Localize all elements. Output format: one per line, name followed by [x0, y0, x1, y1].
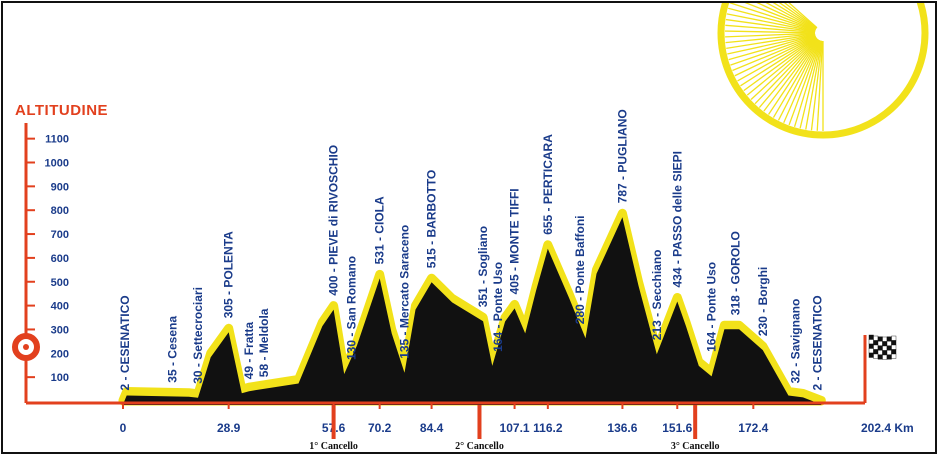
- checkpoint-label: 2° Cancello: [455, 441, 504, 452]
- profile-area: [123, 217, 822, 405]
- place-label: 2 - CESENATICO: [118, 295, 132, 390]
- checkpoint-marker: [331, 405, 336, 439]
- x-tick-label: 28.9: [217, 421, 241, 435]
- x-axis-total-label: 202.4 Km: [861, 421, 914, 435]
- place-label: 35 - Cesena: [165, 316, 179, 383]
- y-tick-label: 800: [51, 205, 69, 217]
- y-tick-label: 1000: [45, 158, 69, 170]
- x-tick-label: 136.6: [607, 421, 637, 435]
- place-label: 405 - MONTE TIFFI: [508, 188, 522, 294]
- place-label: 164 - Ponte Uso: [491, 262, 505, 352]
- y-axis-title: ALTITUDINE: [15, 102, 108, 119]
- x-tick-label: 70.2: [368, 421, 392, 435]
- start-circle-icon: [12, 323, 40, 403]
- altitude-profile-chart: ALTITUDINE 100 200 300 400 500 600 700 800 900 10…: [12, 3, 929, 452]
- y-tick-label: 1100: [45, 134, 69, 146]
- checkpoint-label: 1° Cancello: [309, 441, 358, 452]
- place-label: 787 - PUGLIANO: [615, 109, 629, 203]
- place-label: 2 - CESENATICO: [811, 295, 825, 390]
- place-label: 135 - Mercato Saraceno: [398, 225, 412, 359]
- x-tick-label: 0: [120, 421, 127, 435]
- x-tick-label: 84.4: [420, 421, 444, 435]
- y-tick-label: 100: [51, 372, 69, 384]
- place-label: 318 - GOROLO: [728, 231, 742, 315]
- y-tick-label: 700: [51, 229, 69, 241]
- place-label: 305 - POLENTA: [222, 231, 236, 318]
- y-tick-label: 500: [51, 277, 69, 289]
- place-labels: 2 - CESENATICO 35 - Cesena 30 - Settecroci…: [118, 109, 825, 390]
- x-tick-label: 116.2: [533, 421, 563, 435]
- y-tick-label: 200: [51, 348, 69, 360]
- place-label: 32 - Savignano: [789, 299, 803, 384]
- place-label: 213 - Secchiano: [650, 249, 664, 340]
- x-tick-label: 107.1: [500, 421, 530, 435]
- checkpoint-marker: [477, 405, 482, 439]
- y-tick-label: 300: [51, 324, 69, 336]
- sun-icon: [717, 3, 929, 139]
- place-label: 130 - San Romano: [345, 256, 359, 360]
- x-axis-ticks: 028.957.670.284.4107.1116.2136.6151.6172…: [120, 403, 769, 435]
- place-label: 531 - CIOLA: [373, 196, 387, 264]
- x-tick-label: 151.6: [662, 421, 692, 435]
- x-tick-label: 172.4: [738, 421, 768, 435]
- checkpoint-marker: [693, 405, 698, 439]
- place-label: 655 - PERTICARA: [541, 134, 555, 235]
- place-label: 230 - Borghi: [756, 267, 770, 336]
- y-tick-label: 900: [51, 181, 69, 193]
- place-label: 280 - Ponte Baffoni: [573, 216, 587, 325]
- place-label: 400 - PIEVE di RIVOSCHIO: [327, 145, 341, 296]
- checkered-flag-icon: [863, 334, 897, 403]
- place-label: 49 - Fratta: [242, 322, 256, 380]
- place-label: 515 - BARBOTTO: [425, 170, 439, 268]
- place-label: 351 - Sogliano: [476, 226, 490, 307]
- checkpoints: 1° Cancello 2° Cancello 3° Cancello: [309, 405, 720, 452]
- y-tick-label: 600: [51, 253, 69, 265]
- checkpoint-label: 3° Cancello: [671, 441, 720, 452]
- chart-frame: ALTITUDINE 100 200 300 400 500 600 700 800 900 10…: [1, 1, 937, 454]
- y-tick-label: 400: [51, 301, 69, 313]
- place-label: 30 - Settecrociari: [191, 287, 205, 384]
- place-label: 164 - Ponte Uso: [705, 262, 719, 352]
- place-label: 58 - Meldola: [257, 308, 271, 377]
- place-label: 434 - PASSO delle SIEPI: [670, 151, 684, 288]
